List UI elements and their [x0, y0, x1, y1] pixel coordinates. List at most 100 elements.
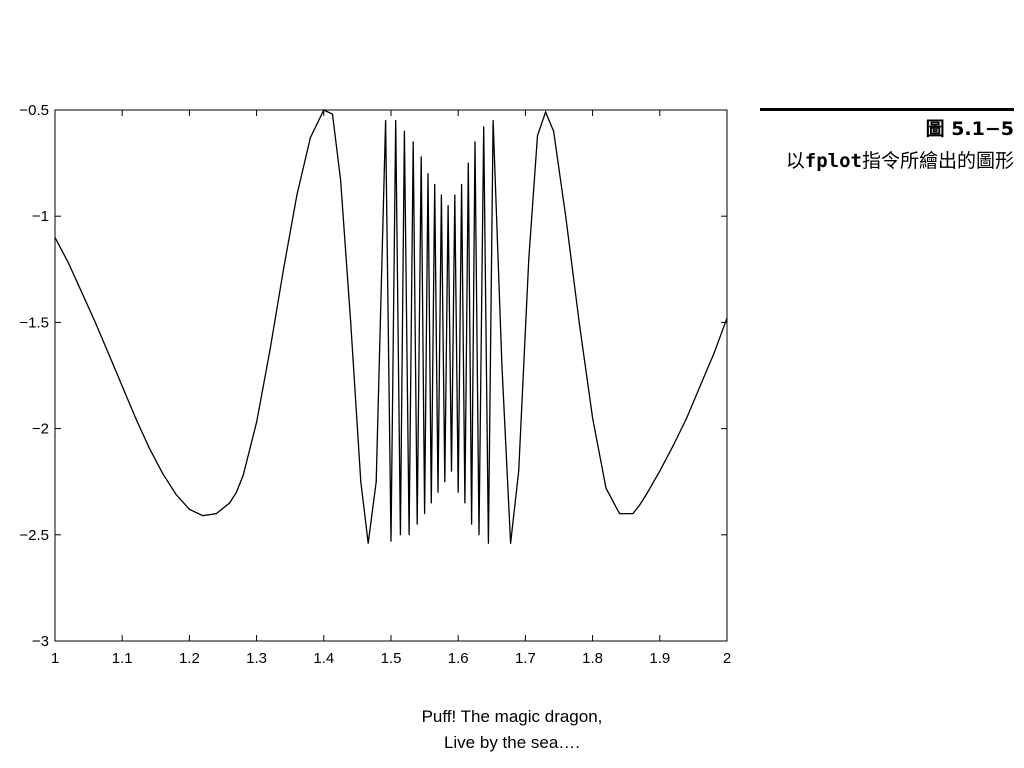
y-tick-label: −3 — [32, 633, 49, 650]
data-point — [296, 194, 298, 196]
x-tick-label: 1 — [51, 650, 59, 667]
data-point — [148, 447, 150, 449]
data-point — [385, 120, 387, 122]
y-tick-label: −0.5 — [19, 102, 49, 119]
data-point — [121, 385, 123, 387]
x-tick-label: 2 — [723, 650, 731, 667]
data-point — [427, 173, 429, 175]
x-tick-label: 1.5 — [381, 650, 402, 667]
data-point — [94, 321, 96, 323]
data-point — [510, 542, 512, 544]
series-line — [54, 109, 728, 544]
y-tick-label: −1 — [32, 208, 49, 225]
figure-label: 圖 5.1−5 — [925, 118, 1014, 140]
y-tick-label: −1.5 — [19, 314, 49, 331]
data-point — [430, 502, 432, 504]
y-tick-label: −2.5 — [19, 527, 49, 544]
data-point — [639, 504, 641, 506]
x-tick-label: 1.4 — [313, 650, 334, 667]
data-point — [331, 113, 334, 115]
data-point — [474, 141, 476, 143]
footer-line-1: Puff! The magic dragon, — [421, 707, 603, 726]
data-point — [536, 134, 539, 137]
data-point — [408, 534, 410, 536]
data-point — [440, 194, 442, 196]
caption-prefix: 以 — [785, 150, 805, 172]
data-point — [699, 385, 701, 387]
data-point — [202, 515, 204, 517]
data-point — [67, 262, 70, 264]
data-point — [672, 444, 674, 447]
data-point — [528, 258, 530, 260]
data-point — [420, 156, 422, 158]
data-point — [269, 349, 271, 351]
data-point — [367, 542, 369, 544]
data-point — [605, 487, 607, 489]
data-point — [478, 534, 480, 536]
data-point — [544, 111, 547, 113]
data-point — [390, 540, 392, 542]
x-tick-label: 1.1 — [112, 650, 133, 667]
data-point — [340, 179, 342, 181]
caption-rule — [760, 108, 1014, 111]
data-point — [450, 470, 453, 472]
data-point — [712, 353, 715, 355]
x-tick-label: 1.8 — [582, 650, 603, 667]
data-point — [645, 493, 647, 496]
data-point — [256, 421, 258, 423]
data-point — [242, 474, 244, 476]
data-point — [399, 534, 402, 536]
data-point — [323, 109, 325, 111]
axes-box — [54, 109, 728, 642]
x-tick-label: 1.6 — [448, 650, 469, 667]
data-point — [553, 130, 555, 132]
data-point — [108, 353, 110, 355]
series-points — [54, 109, 728, 544]
data-point — [454, 194, 456, 196]
data-point — [309, 137, 311, 139]
data-point — [403, 130, 406, 132]
data-point — [592, 417, 594, 419]
data-point — [437, 491, 439, 493]
data-point — [135, 417, 137, 419]
data-point — [424, 512, 426, 515]
data-point — [501, 364, 503, 366]
data-point — [282, 268, 285, 270]
data-point — [416, 523, 418, 525]
caption-suffix: 指令所繪出的圖形 — [861, 150, 1014, 172]
x-tick-label: 1.2 — [179, 650, 200, 667]
data-point — [686, 417, 688, 419]
data-point — [471, 523, 473, 525]
data-point — [81, 292, 83, 294]
data-point — [726, 317, 728, 319]
data-point — [54, 236, 56, 239]
data-point — [659, 470, 661, 472]
data-point — [161, 472, 164, 474]
data-point — [215, 512, 217, 515]
data-point — [483, 126, 485, 128]
data-point — [375, 481, 377, 483]
data-point — [618, 512, 621, 515]
data-point — [487, 542, 490, 544]
data-point — [464, 502, 466, 504]
data-point — [578, 321, 580, 323]
caption-code: fplot — [804, 150, 862, 172]
data-point — [444, 481, 446, 483]
data-point — [518, 470, 520, 472]
data-point — [565, 215, 567, 217]
data-point — [360, 481, 362, 483]
data-point — [175, 493, 177, 496]
data-point — [235, 491, 238, 493]
data-point — [460, 183, 463, 185]
data-point — [457, 491, 459, 493]
data-point — [447, 204, 449, 207]
ticks — [54, 109, 728, 642]
data-point — [632, 512, 634, 515]
footer-line-2: Live by the sea…. — [443, 733, 581, 752]
x-tick-label: 1.7 — [515, 650, 536, 667]
x-tick-label: 1.9 — [649, 650, 670, 667]
data-point — [395, 120, 397, 122]
data-point — [350, 321, 352, 323]
tick-labels: 1 1.1 1.2 1.3 1.4 1.5 1.6 1.7 1.8 1.9 2 −0.5 −1 −1.5 −… — [19, 102, 731, 667]
